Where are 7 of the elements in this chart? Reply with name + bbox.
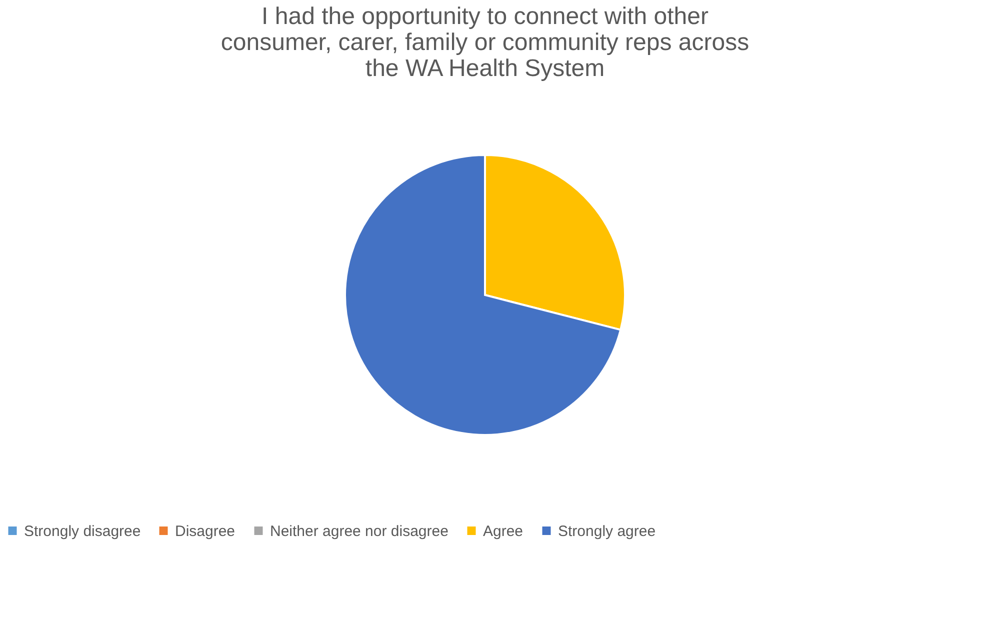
legend-label: Neither agree nor disagree [270, 522, 448, 540]
legend-label: Strongly agree [558, 522, 656, 540]
chart-title: I had the opportunity to connect with other consumer, carer, family or community reps across the WA Health System [220, 3, 750, 82]
legend-label: Strongly disagree [24, 522, 141, 540]
legend-label: Disagree [175, 522, 236, 540]
legend-label: Agree [483, 522, 524, 540]
pie-slice [344, 154, 622, 436]
